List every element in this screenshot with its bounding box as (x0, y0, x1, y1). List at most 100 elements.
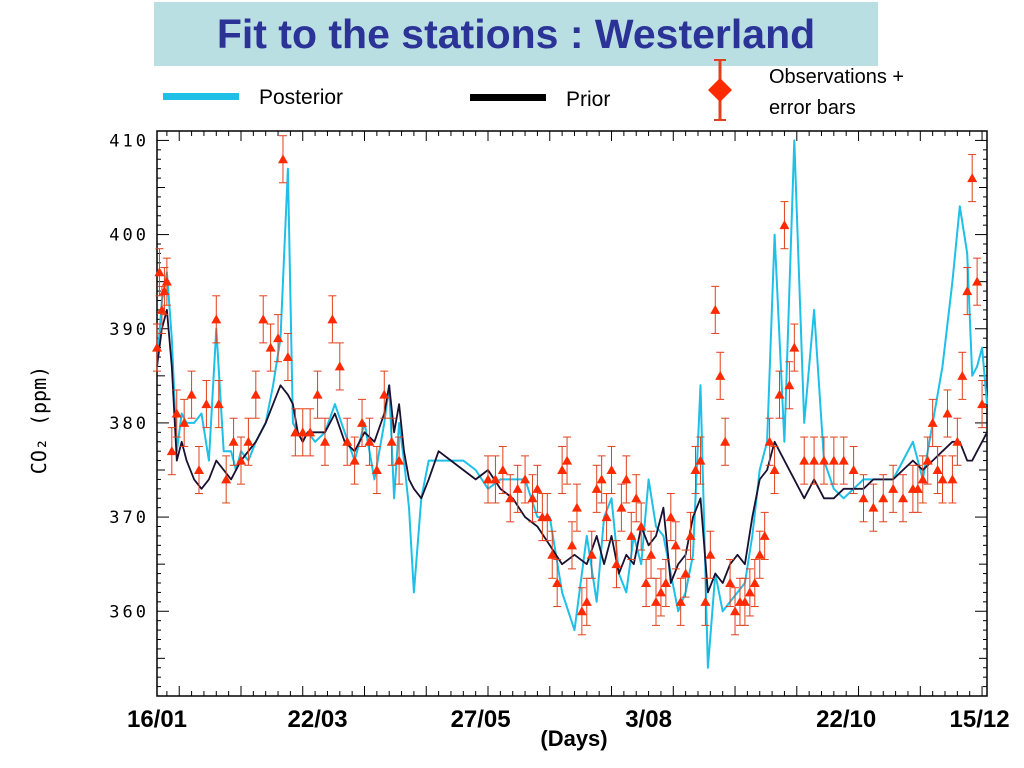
observation-point (680, 549, 691, 598)
observation-marker (917, 474, 928, 484)
observation-point (720, 417, 731, 466)
observation-point (818, 436, 829, 485)
observation-marker (211, 314, 222, 324)
observation-marker (764, 436, 775, 446)
observation-series (152, 135, 988, 636)
observation-point (759, 511, 770, 560)
observation-marker (715, 370, 726, 380)
observation-marker (193, 465, 204, 474)
observation-marker (527, 493, 538, 503)
observation-point (512, 464, 523, 513)
observation-point (542, 493, 553, 542)
observation-marker (927, 417, 938, 427)
observation-marker (571, 502, 582, 512)
observation-point (166, 427, 177, 476)
legend-posterior-label: Posterior (259, 86, 344, 109)
observation-point (179, 398, 190, 447)
observation-point (505, 474, 516, 523)
observation-marker (967, 173, 978, 183)
observation-point (937, 455, 948, 504)
observation-point (917, 455, 928, 504)
observation-marker (878, 493, 889, 503)
observation-point (670, 521, 681, 570)
y-tick-label: 410 (109, 131, 149, 151)
observation-point (725, 558, 736, 608)
observation-marker (898, 493, 909, 503)
observation-marker (769, 465, 780, 474)
observation-point (228, 417, 239, 466)
observation-marker (542, 512, 553, 522)
observation-marker (581, 596, 592, 606)
observation-point (319, 417, 330, 466)
observation-point (621, 455, 632, 504)
observation-point (754, 530, 765, 579)
observation-marker (636, 521, 647, 531)
observation-point (690, 445, 701, 495)
observation-marker (201, 399, 212, 409)
observation-point (710, 285, 721, 334)
observation-point (527, 474, 538, 523)
observation-marker (690, 465, 701, 474)
observation-marker (483, 474, 494, 484)
observation-point (364, 417, 375, 466)
legend-observation-icon (708, 59, 732, 121)
observation-point (947, 455, 958, 504)
observation-point (532, 464, 543, 513)
y-tick-label: 390 (109, 320, 149, 340)
observation-point (695, 436, 706, 485)
observation-marker (319, 436, 330, 446)
observation-marker (591, 483, 602, 493)
observation-marker (848, 465, 859, 474)
observation-marker (789, 342, 800, 352)
observation-point (243, 417, 254, 466)
observation-marker (774, 389, 785, 399)
observation-marker (576, 606, 587, 616)
observation-point (631, 474, 642, 523)
observation-marker (695, 455, 706, 465)
observation-point (277, 135, 288, 184)
x-tick-label: 22/03 (288, 706, 348, 733)
observation-point (972, 257, 983, 306)
observation-point (660, 558, 671, 608)
observation-point (201, 380, 212, 429)
observation-marker (932, 465, 943, 474)
observation-marker (213, 399, 224, 409)
observation-point (567, 521, 577, 570)
observation-marker (942, 408, 953, 418)
observation-marker (327, 314, 338, 324)
observation-point (552, 558, 563, 608)
observation-point (186, 370, 197, 419)
observation-marker (371, 465, 382, 474)
observation-point (749, 558, 760, 608)
plot-frame (156, 130, 988, 697)
observation-marker (552, 578, 563, 587)
chart-title: Fit to the stations : Westerland (216, 10, 816, 57)
observation-marker (221, 474, 232, 484)
observation-marker (621, 474, 632, 484)
observation-point (357, 398, 368, 447)
observation-marker (665, 512, 676, 522)
observation-point (912, 464, 923, 513)
tick-marks (157, 130, 987, 697)
observation-marker (596, 474, 607, 484)
observation-point (769, 445, 780, 495)
observation-marker (957, 370, 968, 380)
x-tick-label: 16/01 (127, 706, 187, 733)
observation-point (828, 436, 839, 485)
observation-point (497, 445, 508, 495)
observation-marker (952, 436, 963, 446)
observation-marker (152, 342, 162, 352)
observation-point (665, 493, 676, 542)
observation-marker (312, 389, 323, 399)
observation-point (152, 323, 162, 372)
observation-marker (977, 399, 988, 409)
observation-marker (490, 474, 501, 484)
x-tick-labels: 16/01 22/03 27/05 3/08 22/10 15/12 (127, 706, 1010, 733)
observation-point (700, 577, 711, 626)
observation-point (646, 530, 657, 579)
observation-point (898, 474, 909, 523)
prior-series (156, 308, 988, 594)
observation-marker (586, 549, 597, 559)
observation-marker (937, 474, 948, 484)
observation-marker (305, 427, 316, 437)
